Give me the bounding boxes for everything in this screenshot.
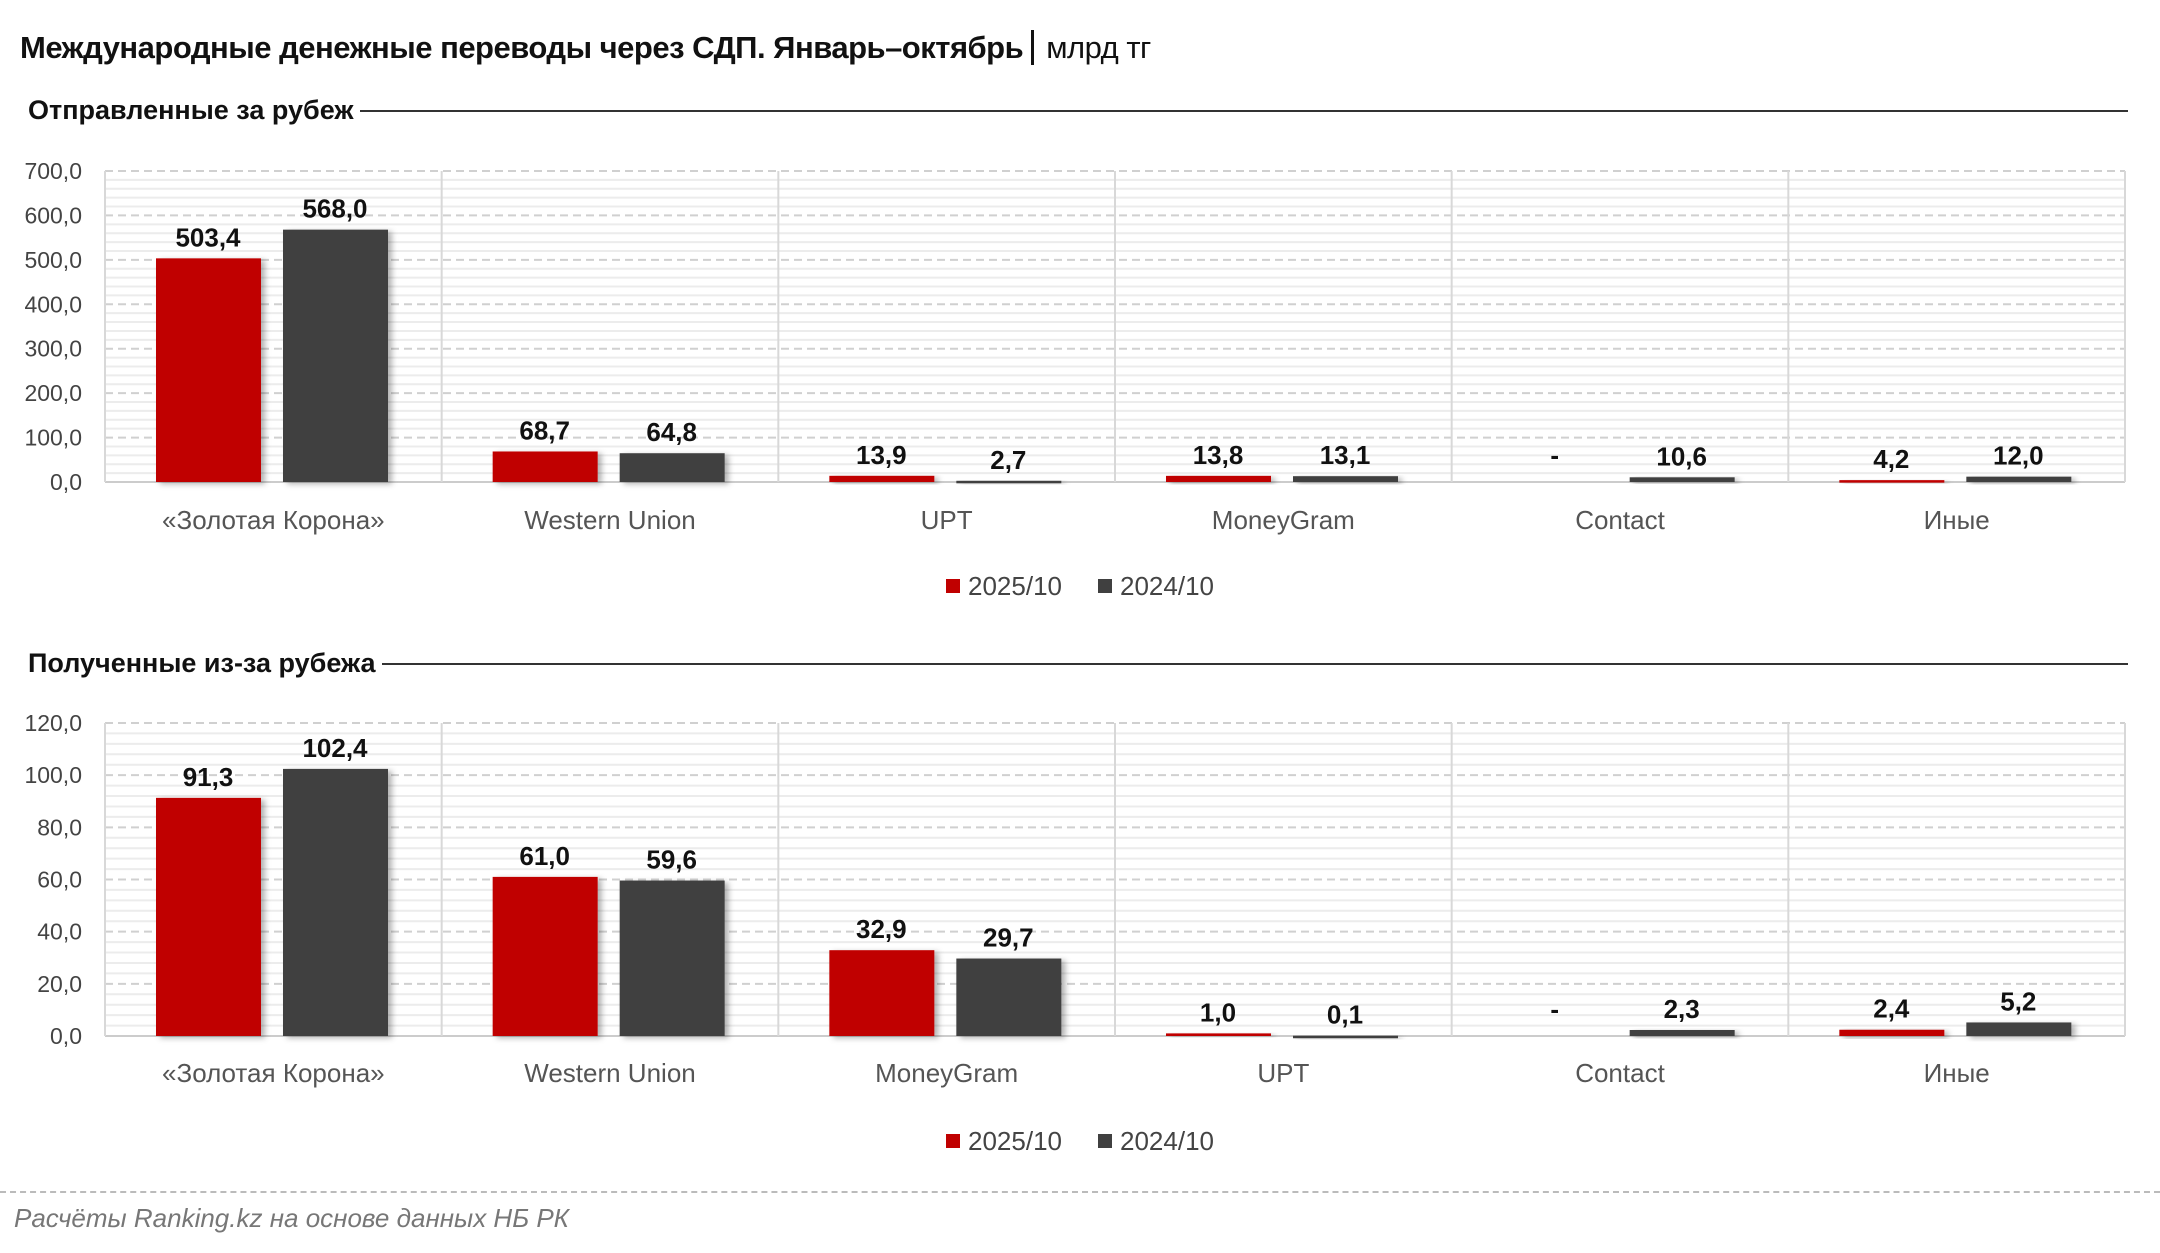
data-label: 503,4 (175, 222, 241, 252)
bar-2025/10 (1166, 1033, 1271, 1036)
category-label: «Золотая Корона» (162, 505, 385, 535)
legend-label: 2024/10 (1120, 571, 1214, 601)
legend-swatch (946, 579, 960, 593)
category-label: MoneyGram (875, 1058, 1018, 1088)
bar-2024/10 (1629, 477, 1735, 482)
section-sent: Отправленные за рубеж (28, 95, 2128, 126)
y-tick-label: 100,0 (24, 762, 82, 788)
data-label: 2,7 (990, 445, 1026, 475)
section-title-received: Полученные из-за рубежа (28, 648, 376, 678)
category-label: Contact (1575, 1058, 1665, 1088)
bar-2025/10 (829, 950, 935, 1036)
y-tick-label: 0,0 (50, 1023, 82, 1049)
y-tick-label: 700,0 (24, 158, 82, 184)
divider (381, 662, 2128, 665)
data-label: - (1550, 994, 1559, 1024)
data-label: 568,0 (302, 194, 367, 224)
data-label: 13,9 (856, 440, 907, 470)
category-label: Western Union (524, 505, 696, 535)
category-label: UPT (921, 505, 973, 535)
data-label: 1,0 (1200, 997, 1236, 1027)
data-label: 61,0 (519, 841, 570, 871)
legend-label: 2025/10 (968, 1126, 1062, 1156)
y-tick-label: 40,0 (37, 919, 82, 945)
bar-2024/10 (1966, 1022, 2072, 1036)
data-label: 102,4 (302, 733, 368, 763)
section-title-sent: Отправленные за рубеж (28, 95, 354, 125)
y-tick-label: 120,0 (24, 710, 82, 736)
data-label: - (1550, 440, 1559, 470)
bar-2025/10 (492, 876, 598, 1036)
category-label: Иные (1924, 1058, 1990, 1088)
category-label: UPT (1257, 1058, 1309, 1088)
bar-2025/10 (1839, 1029, 1945, 1036)
legend-swatch (1098, 579, 1112, 593)
divider (359, 109, 2128, 112)
y-tick-label: 20,0 (37, 971, 82, 997)
legend-swatch (1098, 1134, 1112, 1148)
data-label: 29,7 (983, 923, 1034, 953)
y-tick-label: 60,0 (37, 867, 82, 893)
data-label: 13,1 (1320, 440, 1371, 470)
category-label: Contact (1575, 505, 1665, 535)
legend-label: 2024/10 (1120, 1126, 1214, 1156)
bar-2024/10 (283, 229, 388, 482)
data-label: 91,3 (183, 762, 234, 792)
section-received: Полученные из-за рубежа (28, 648, 2128, 679)
bar-2024/10 (283, 768, 388, 1036)
y-tick-label: 0,0 (50, 469, 82, 495)
data-label: 59,6 (646, 845, 697, 875)
data-label: 0,1 (1327, 1000, 1363, 1030)
bar-2024/10 (619, 880, 725, 1036)
category-label: Иные (1924, 505, 1990, 535)
bar-2025/10 (1166, 475, 1271, 482)
footer-divider (0, 1191, 2160, 1193)
unit-label: млрд тг (1031, 30, 1151, 65)
data-label: 5,2 (2000, 986, 2036, 1016)
chart-title: Международные денежные переводы через СД… (20, 30, 1151, 66)
legend-label: 2025/10 (968, 571, 1062, 601)
category-label: Western Union (524, 1058, 696, 1088)
bar-2024/10 (1293, 1035, 1398, 1039)
bar-2025/10 (492, 451, 598, 482)
footer-source: Расчёты Ranking.kz на основе данных НБ Р… (14, 1203, 570, 1233)
data-label: 12,0 (1993, 441, 2044, 471)
legend-swatch (946, 1134, 960, 1148)
data-label: 4,2 (1873, 444, 1909, 474)
category-label: «Золотая Корона» (162, 1058, 385, 1088)
y-tick-label: 400,0 (24, 291, 82, 317)
bar-2025/10 (156, 258, 261, 482)
y-tick-label: 500,0 (24, 247, 82, 273)
bar-2024/10 (1293, 476, 1398, 482)
bar-2025/10 (156, 797, 261, 1036)
data-label: 64,8 (646, 417, 697, 447)
bar-2024/10 (956, 480, 1062, 484)
data-label: 13,8 (1193, 440, 1244, 470)
y-tick-label: 100,0 (24, 425, 82, 451)
bar-2024/10 (619, 453, 725, 482)
bar-2025/10 (1839, 480, 1945, 483)
data-label: 10,6 (1656, 441, 1707, 471)
data-label: 2,4 (1873, 994, 1910, 1024)
data-label: 32,9 (856, 914, 907, 944)
bar-2024/10 (956, 958, 1062, 1036)
y-tick-label: 200,0 (24, 380, 82, 406)
bar-2024/10 (1629, 1030, 1735, 1036)
y-tick-label: 80,0 (37, 814, 82, 840)
y-tick-label: 300,0 (24, 336, 82, 362)
category-label: MoneyGram (1212, 505, 1355, 535)
bar-2024/10 (1966, 476, 2072, 482)
data-label: 68,7 (519, 415, 570, 445)
bar-2025/10 (829, 475, 935, 482)
title-text: Международные денежные переводы через СД… (20, 30, 1024, 65)
y-tick-label: 600,0 (24, 202, 82, 228)
data-label: 2,3 (1664, 994, 1700, 1024)
